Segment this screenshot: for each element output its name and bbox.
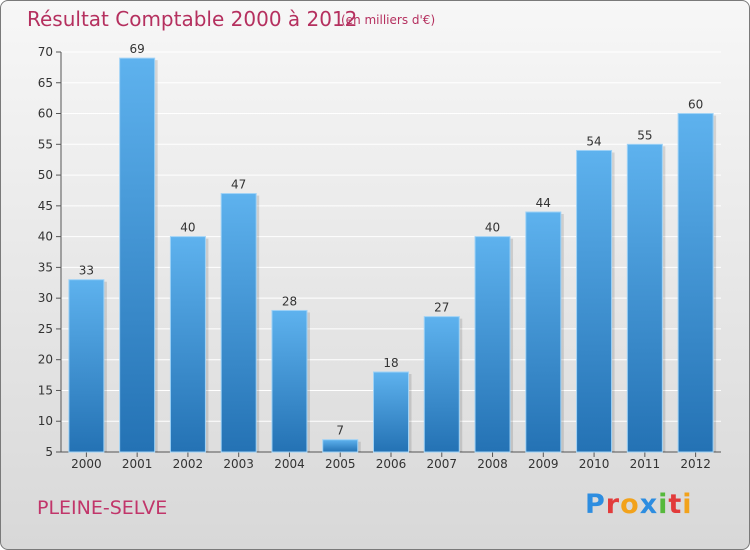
bar-2008 [474, 236, 511, 453]
logo-letter: P [585, 489, 606, 520]
x-tick-label: 2006 [376, 457, 407, 471]
y-tick-label: 40 [38, 230, 53, 244]
commune-name: PLEINE-SELVE [37, 497, 168, 519]
y-tick-label: 45 [38, 199, 53, 213]
y-tick-label: 30 [38, 291, 53, 305]
x-tick-label: 2001 [122, 457, 153, 471]
logo-letter: r [605, 489, 621, 520]
bar-2004 [271, 309, 308, 453]
value-label: 55 [637, 128, 652, 142]
value-label: 40 [180, 221, 195, 235]
value-label: 33 [79, 264, 94, 278]
value-label: 27 [434, 301, 449, 315]
proxiti-logo[interactable]: Proxiti [585, 489, 693, 520]
value-label: 60 [688, 98, 703, 112]
x-tick-label: 2009 [528, 457, 559, 471]
logo-letter: x [639, 489, 659, 520]
bar-2000 [68, 279, 105, 453]
value-label: 18 [383, 356, 398, 370]
x-tick-label: 2011 [630, 457, 661, 471]
logo-letter: o [620, 489, 640, 520]
x-tick-label: 2004 [274, 457, 305, 471]
value-label: 40 [485, 221, 500, 235]
y-tick-label: 65 [38, 76, 53, 90]
y-tick-label: 10 [38, 414, 53, 428]
bar-2009 [525, 211, 562, 453]
logo-letter: i [682, 489, 693, 520]
y-tick-label: 35 [38, 260, 53, 274]
y-tick-label: 50 [38, 168, 53, 182]
chart-title: Résultat Comptable 2000 à 2012 [27, 7, 358, 31]
bar-2003 [220, 193, 257, 453]
chart-subtitle: (en milliers d'€) [341, 13, 436, 27]
value-label: 7 [336, 424, 344, 438]
bar-2012 [677, 113, 714, 453]
bar-2006 [373, 371, 409, 453]
x-tick-label: 2010 [579, 457, 610, 471]
bar-2001 [119, 57, 156, 453]
x-tick-label: 2007 [426, 457, 457, 471]
x-tick-label: 2000 [71, 457, 102, 471]
value-label: 44 [536, 196, 551, 210]
bar-2010 [576, 149, 613, 453]
bar-2005 [322, 439, 359, 453]
y-tick-label: 20 [38, 353, 53, 367]
value-label: 28 [282, 294, 297, 308]
x-tick-label: 2005 [325, 457, 356, 471]
x-tick-label: 2008 [477, 457, 508, 471]
y-tick-label: 70 [38, 45, 53, 59]
x-tick-label: 2002 [173, 457, 204, 471]
bar-2002 [169, 236, 206, 453]
x-tick-label: 2012 [680, 457, 711, 471]
y-tick-label: 15 [38, 383, 53, 397]
logo-letter: t [668, 489, 683, 520]
y-tick-label: 60 [38, 107, 53, 121]
value-label: 69 [130, 42, 145, 56]
bar-2011 [626, 143, 663, 453]
bar-2007 [423, 316, 460, 453]
y-tick-label: 5 [45, 445, 53, 459]
value-label: 54 [586, 134, 601, 148]
y-tick-label: 55 [38, 137, 53, 151]
x-tick-label: 2003 [223, 457, 254, 471]
y-tick-label: 25 [38, 322, 53, 336]
logo-letter: i [658, 489, 669, 520]
value-label: 47 [231, 178, 246, 192]
